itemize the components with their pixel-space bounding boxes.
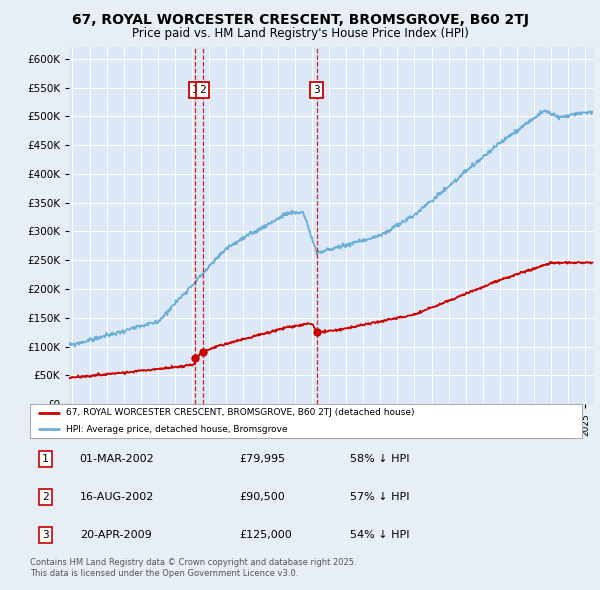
Text: 3: 3 (314, 86, 320, 96)
Text: 1: 1 (42, 454, 49, 464)
Text: 2: 2 (42, 492, 49, 502)
Text: £125,000: £125,000 (240, 530, 293, 540)
Text: 20-APR-2009: 20-APR-2009 (80, 530, 151, 540)
Text: 16-AUG-2002: 16-AUG-2002 (80, 492, 154, 502)
Text: 67, ROYAL WORCESTER CRESCENT, BROMSGROVE, B60 2TJ (detached house): 67, ROYAL WORCESTER CRESCENT, BROMSGROVE… (66, 408, 415, 417)
Text: 3: 3 (42, 530, 49, 540)
Text: 01-MAR-2002: 01-MAR-2002 (80, 454, 154, 464)
Text: £90,500: £90,500 (240, 492, 286, 502)
Text: 54% ↓ HPI: 54% ↓ HPI (350, 530, 410, 540)
Text: HPI: Average price, detached house, Bromsgrove: HPI: Average price, detached house, Brom… (66, 425, 287, 434)
Text: 58% ↓ HPI: 58% ↓ HPI (350, 454, 410, 464)
Text: 1: 1 (191, 86, 199, 96)
Text: 57% ↓ HPI: 57% ↓ HPI (350, 492, 410, 502)
Text: Price paid vs. HM Land Registry's House Price Index (HPI): Price paid vs. HM Land Registry's House … (131, 27, 469, 40)
Text: £79,995: £79,995 (240, 454, 286, 464)
Text: 67, ROYAL WORCESTER CRESCENT, BROMSGROVE, B60 2TJ: 67, ROYAL WORCESTER CRESCENT, BROMSGROVE… (71, 13, 529, 27)
Text: 2: 2 (199, 86, 206, 96)
Text: Contains HM Land Registry data © Crown copyright and database right 2025.
This d: Contains HM Land Registry data © Crown c… (30, 558, 356, 578)
